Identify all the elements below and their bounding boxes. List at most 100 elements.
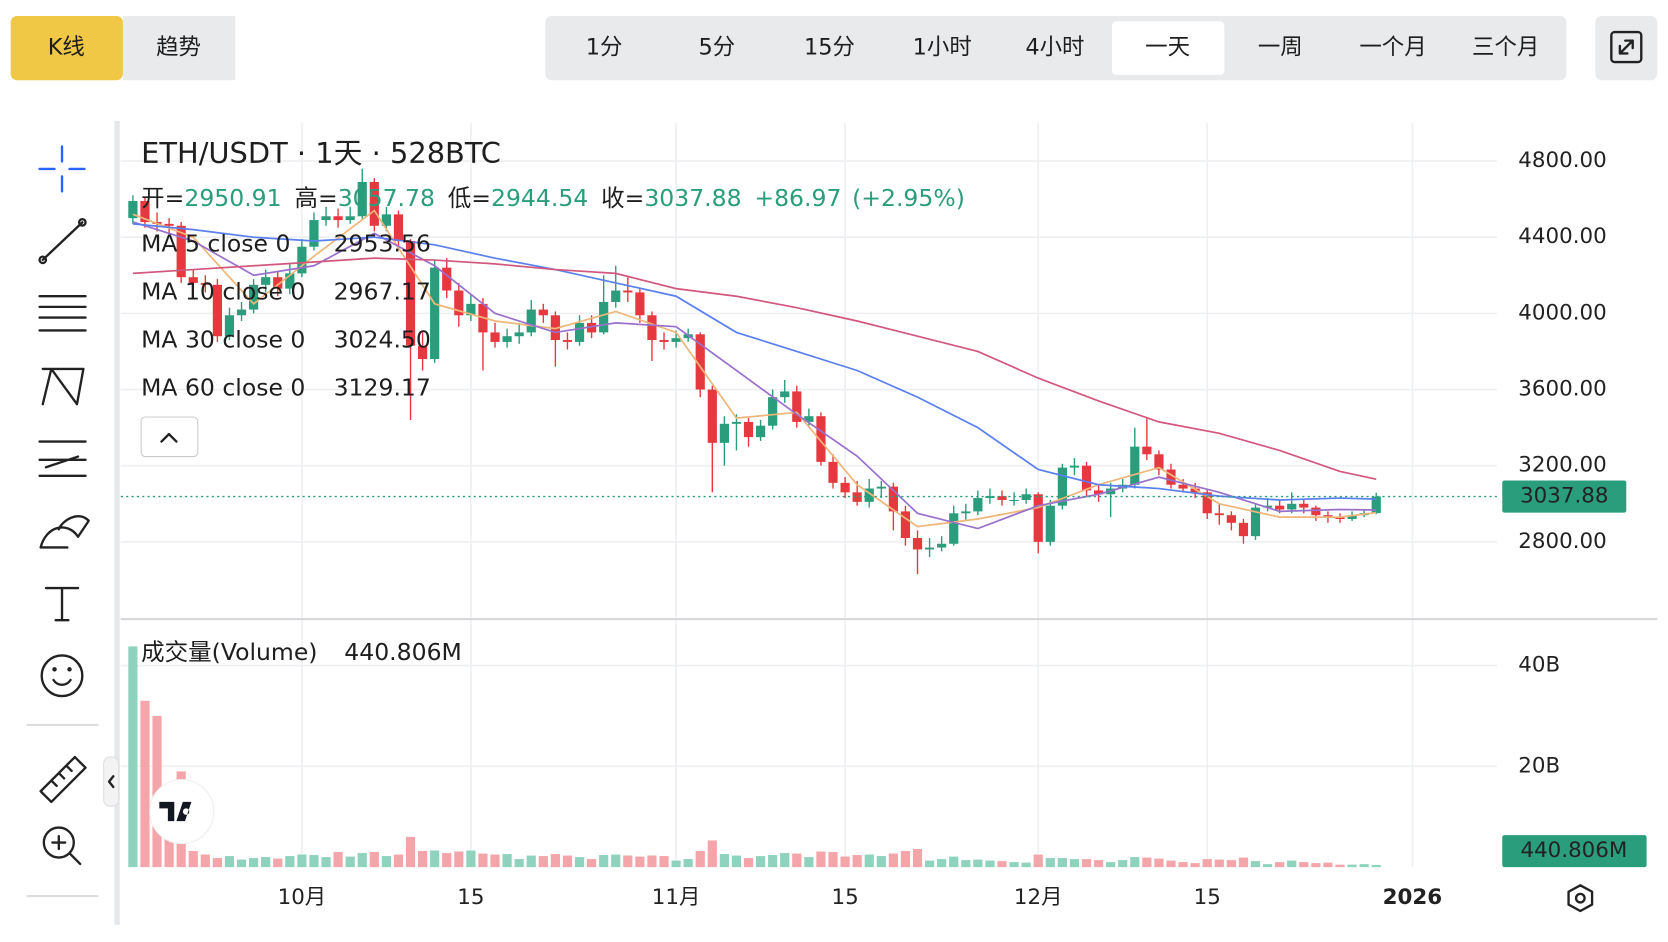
candle-body [1335, 517, 1345, 520]
ma-legend-value: 2967.17 [334, 277, 431, 305]
collapse-legend[interactable] [140, 416, 199, 458]
candle-body [140, 201, 150, 222]
y-tick-label: 2800.00 [1518, 529, 1606, 554]
candle-body [1069, 465, 1080, 468]
change-pct: (+2.95%) [852, 183, 965, 211]
volume-bar [393, 854, 404, 868]
candle-body [357, 181, 367, 217]
candle-body [381, 214, 391, 226]
candle-body [164, 223, 174, 226]
candle-body [731, 421, 742, 424]
candle-body [900, 511, 911, 539]
volume-bar [381, 856, 391, 868]
interval-label[interactable]: 三个月 [1472, 35, 1539, 61]
candle-body [176, 225, 186, 278]
volume-bar [454, 851, 464, 868]
interval-label[interactable]: 4小时 [1025, 35, 1084, 61]
candle-body [333, 216, 343, 221]
ma-legend-label: MA 5 close 0 [141, 229, 290, 257]
volume-bar [562, 855, 573, 868]
volume-bar [768, 855, 778, 868]
y-tick-label: 3600.00 [1518, 377, 1606, 402]
ohlc-label: 低= [448, 183, 491, 211]
volume-bar [671, 860, 681, 868]
volume-bar [1106, 862, 1116, 868]
tab-trend[interactable] [122, 16, 236, 81]
volume-bar [1154, 858, 1164, 868]
volume-bar [514, 859, 524, 868]
candle-body [1045, 505, 1055, 542]
candle-body [1009, 499, 1019, 502]
candle-body [1347, 515, 1357, 520]
y-tick-label: 3200.00 [1518, 453, 1606, 478]
interval-label[interactable]: 5分 [698, 35, 735, 61]
candle-body [1202, 492, 1212, 514]
volume-bar [1130, 857, 1140, 868]
candle-body [1250, 507, 1261, 537]
candle-body [743, 421, 754, 438]
y-tick-label: 4000.00 [1518, 300, 1606, 325]
interval-selected [1112, 21, 1225, 75]
volume-bar [659, 856, 669, 868]
candle-body [236, 309, 247, 316]
candle-body [755, 425, 766, 438]
candle-body [273, 277, 283, 289]
interval-label[interactable]: 1分 [586, 35, 623, 61]
volume-bar [586, 859, 597, 868]
candle-body [1033, 494, 1043, 542]
candle-body [490, 332, 500, 342]
volume-bar [1093, 860, 1104, 868]
volume-bar [973, 859, 983, 868]
volume-bar [1142, 857, 1152, 868]
volume-bar [1311, 863, 1321, 868]
candle-body [393, 214, 404, 242]
tab-kline[interactable] [10, 16, 123, 81]
volume-bar [1262, 864, 1273, 868]
x-tick-label: 12月 [1014, 885, 1063, 910]
candle-body [442, 267, 452, 291]
change: +86.97 [754, 183, 841, 211]
ma-legend-value: 3129.17 [334, 374, 431, 402]
interval-label[interactable]: 1小时 [913, 35, 972, 61]
settings-icon[interactable] [1567, 884, 1594, 913]
candle-body [1275, 505, 1285, 510]
volume-bar [623, 855, 633, 868]
ohlc-label: 收= [601, 183, 644, 211]
volume-bar [1287, 860, 1297, 868]
volume-bar [502, 854, 512, 868]
volume-bar [490, 854, 500, 868]
interval-label[interactable]: 一天 [1145, 35, 1190, 61]
volume-bar [1214, 859, 1224, 868]
candle-body [719, 423, 729, 443]
grid [120, 122, 1497, 868]
collapse-handle[interactable] [103, 756, 120, 807]
ma-legend-value: 3024.50 [334, 326, 431, 354]
candle-body [1154, 454, 1164, 470]
ma-legend-label: MA 30 close 0 [141, 326, 305, 354]
volume-bar [743, 858, 754, 868]
volume-bar [840, 856, 850, 868]
volume-bar [538, 856, 548, 868]
tool-icons[interactable] [38, 145, 90, 866]
volume-bar [200, 854, 210, 868]
candle-body [1190, 488, 1200, 493]
candle-body [261, 277, 271, 285]
candle-body [1311, 507, 1321, 516]
interval-label[interactable]: 15分 [804, 35, 855, 61]
ohlc-value: 3057.78 [338, 183, 435, 211]
candle-body [864, 488, 874, 502]
volume-bar [1226, 860, 1236, 868]
volume-bar [550, 854, 560, 868]
interval-label[interactable]: 一周 [1258, 35, 1303, 61]
candle-body [1178, 484, 1188, 489]
candle-body [780, 391, 790, 398]
candle-body [1299, 503, 1309, 508]
candle-body [285, 273, 295, 289]
interval-label[interactable]: 一个月 [1359, 35, 1426, 61]
volume-bar [937, 859, 947, 868]
volume-bar [804, 857, 814, 868]
candle-body [1081, 465, 1092, 491]
volume-bar [876, 856, 886, 868]
candle-body [309, 220, 319, 247]
candle-body [876, 486, 886, 489]
